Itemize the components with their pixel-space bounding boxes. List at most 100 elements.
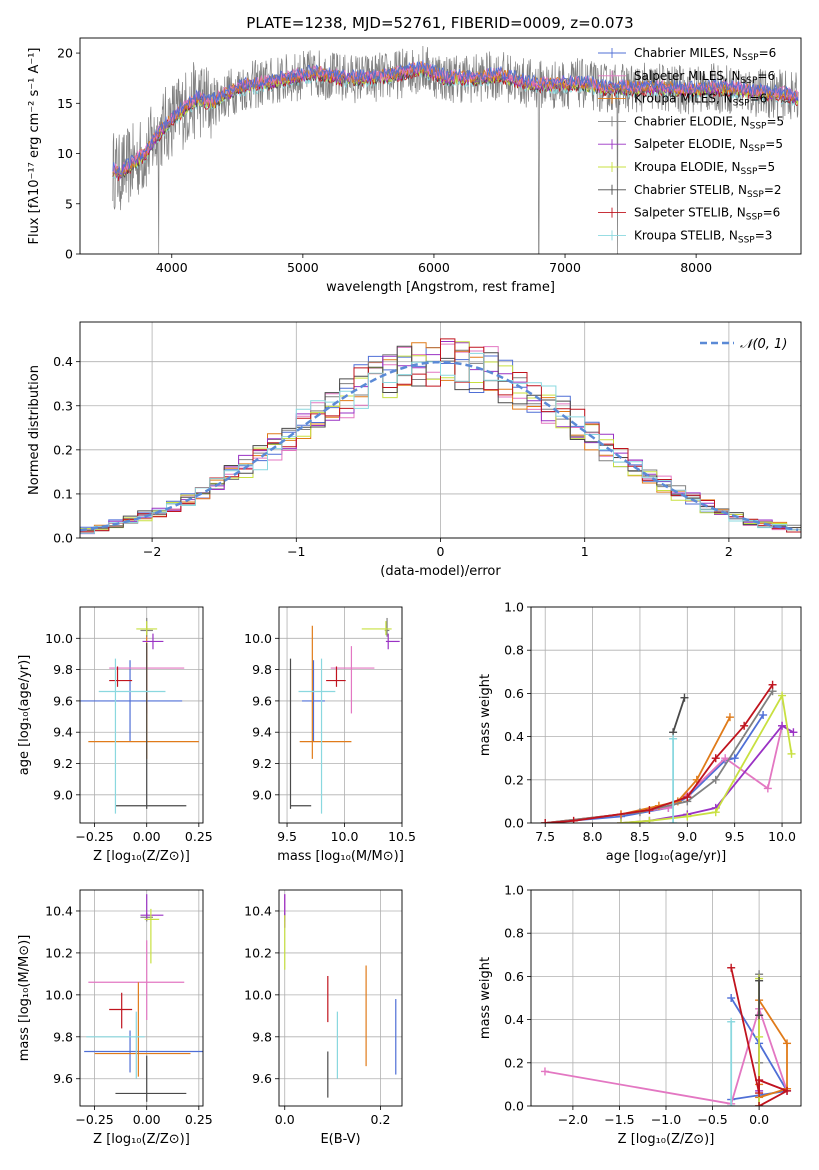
y-tick-label: 9.8 <box>53 1029 73 1044</box>
y-tick-label: 0.8 <box>504 926 524 941</box>
legend-entry: Kroupa STELIB, NSSP=3 <box>598 228 772 245</box>
y-tick-label: 9.6 <box>53 693 73 708</box>
y-tick-label: 1.0 <box>504 600 524 615</box>
errorbar-kroupa-miles <box>88 625 199 759</box>
weight-marker <box>740 721 749 730</box>
histogram-kroupa-stelib <box>80 352 801 534</box>
model-spectrum-chabrier-miles <box>112 59 799 176</box>
y-tick-label: 10.0 <box>244 631 272 646</box>
x-tick-label: −1.0 <box>651 1112 681 1127</box>
axes-frame <box>79 321 802 539</box>
grid <box>279 607 403 823</box>
weight-marker <box>787 749 796 758</box>
weight-marker <box>730 754 739 763</box>
y-tick-label: 0.4 <box>504 729 524 744</box>
mass-vs-metallicity-panel: −0.25 0.00 0.25 9.6 9.8 10.0 10.2 10.4 Z [log₁₀(… <box>17 889 213 1147</box>
y-tick-label: 20 <box>57 46 73 61</box>
weight-marker <box>755 1032 764 1041</box>
y-tick-label: 10.0 <box>45 631 73 646</box>
x-tick-label: 7000 <box>549 260 581 275</box>
weight-marker <box>711 808 720 817</box>
x-tick-label: 8000 <box>680 260 712 275</box>
y-tick-label: 0.1 <box>53 486 73 501</box>
x-tick-label: 4000 <box>156 260 188 275</box>
y-axis-label: mass [log₁₀(M/M⊙)] <box>17 935 32 1062</box>
y-tick-label: 0.8 <box>504 643 524 658</box>
weight-marker <box>778 691 787 700</box>
plot-area <box>80 338 801 535</box>
y-tick-label: 10.0 <box>244 987 272 1002</box>
errorbar-kroupa-miles <box>94 982 191 1077</box>
weight-line <box>545 716 731 823</box>
mass-weight-vs-metallicity-panel: −2.0 −1.5 −1.0 −0.5 0.0 0.0 0.2 0.4 0.6 0.8 1.0 Z [… <box>478 883 802 1147</box>
x-tick-label: 8.0 <box>583 829 603 844</box>
plot-area <box>541 680 798 823</box>
weight-marker <box>711 775 720 784</box>
y-tick-label: 9.6 <box>252 1071 272 1086</box>
plot-area <box>84 894 203 1102</box>
axes-frame <box>79 606 204 824</box>
errorbar-kroupa-stelib <box>98 658 166 814</box>
weight-marker <box>669 734 678 743</box>
weight-series-kroupa-stelib <box>727 1017 736 1106</box>
residuals-panel: −2 −1 0 1 2 0.0 0.1 0.2 0.3 0.4 (data-model)/error… <box>27 321 802 579</box>
y-tick-label: 10.2 <box>45 945 73 960</box>
axes-frame <box>278 606 403 824</box>
weight-marker <box>725 713 734 722</box>
errorbar-chabrier-stelib <box>115 1055 187 1102</box>
spectrum-legend: Chabrier MILES, NSSP=6 Salpeter MILES, NS… <box>598 46 784 245</box>
y-tick-label: 9.2 <box>252 756 272 771</box>
x-axis-label: E(B-V) <box>320 1132 360 1147</box>
y-tick-label: 0.2 <box>504 772 524 787</box>
x-axis-label: wavelength [Angstrom, rest frame] <box>326 280 555 295</box>
weight-marker <box>755 1011 764 1020</box>
weight-marker <box>727 994 736 1002</box>
x-tick-label: −0.25 <box>75 829 113 844</box>
weight-marker <box>763 784 772 793</box>
errorbar-kroupa-elodie <box>144 908 160 964</box>
y-tick-label: 9.4 <box>252 725 272 740</box>
axes-frame <box>278 889 403 1107</box>
weight-marker <box>711 754 720 763</box>
errorbar-chabrier-stelib <box>115 643 187 809</box>
x-tick-label: 0 <box>437 544 445 559</box>
y-axis-label: Normed distribution <box>27 365 42 495</box>
weight-marker <box>789 728 798 737</box>
legend-entry: Kroupa ELODIE, NSSP=5 <box>598 160 775 177</box>
x-axis-label: Z [log₁₀(Z/Z⊙)] <box>93 1132 190 1147</box>
y-tick-label: 0 <box>65 247 73 262</box>
gaussian-curve <box>80 360 799 532</box>
y-tick-label: 0.0 <box>53 531 73 546</box>
weight-marker <box>683 793 692 802</box>
x-tick-label: −1.5 <box>604 1112 634 1127</box>
x-tick-label: −1 <box>287 544 305 559</box>
axes-frame <box>79 37 802 255</box>
y-tick-label: 10 <box>57 146 73 161</box>
weight-series-kroupa-stelib <box>669 734 678 823</box>
errorbar-kroupa-elodie <box>136 621 158 636</box>
plot-area <box>112 45 799 254</box>
errorbar-kroupa-miles <box>299 625 352 759</box>
y-axis-label: Flux [fλ10⁻¹⁷ erg cm⁻² s⁻¹ A⁻¹] <box>27 48 42 245</box>
x-tick-label: 5000 <box>287 260 319 275</box>
x-tick-label: 10.0 <box>768 829 796 844</box>
legend-label: Chabrier ELODIE, NSSP=5 <box>634 114 784 131</box>
x-tick-label: 9.0 <box>677 829 697 844</box>
x-axis-label: mass [log₁₀(M/M⊙)] <box>277 849 404 864</box>
plot-area <box>80 617 199 814</box>
legend-label: Kroupa STELIB, NSSP=3 <box>634 228 772 245</box>
errorbar-chabrier-miles <box>84 1030 203 1073</box>
errorbar-kroupa-elodie <box>361 621 392 636</box>
x-tick-label: 9.5 <box>277 829 297 844</box>
legend-label: Chabrier STELIB, NSSP=2 <box>634 183 782 200</box>
x-tick-label: −0.25 <box>75 1112 113 1127</box>
legend-label: Kroupa MILES, NSSP=6 <box>634 92 767 109</box>
weight-marker <box>540 1067 549 1076</box>
errorbar-salpeter-elodie <box>140 894 164 920</box>
y-tick-label: 9.4 <box>53 725 73 740</box>
axes-frame <box>530 889 802 1107</box>
errorbar-salpeter-elodie <box>385 633 400 650</box>
x-tick-label: −2 <box>143 544 161 559</box>
legend-label: Salpeter MILES, NSSP=6 <box>634 69 775 86</box>
